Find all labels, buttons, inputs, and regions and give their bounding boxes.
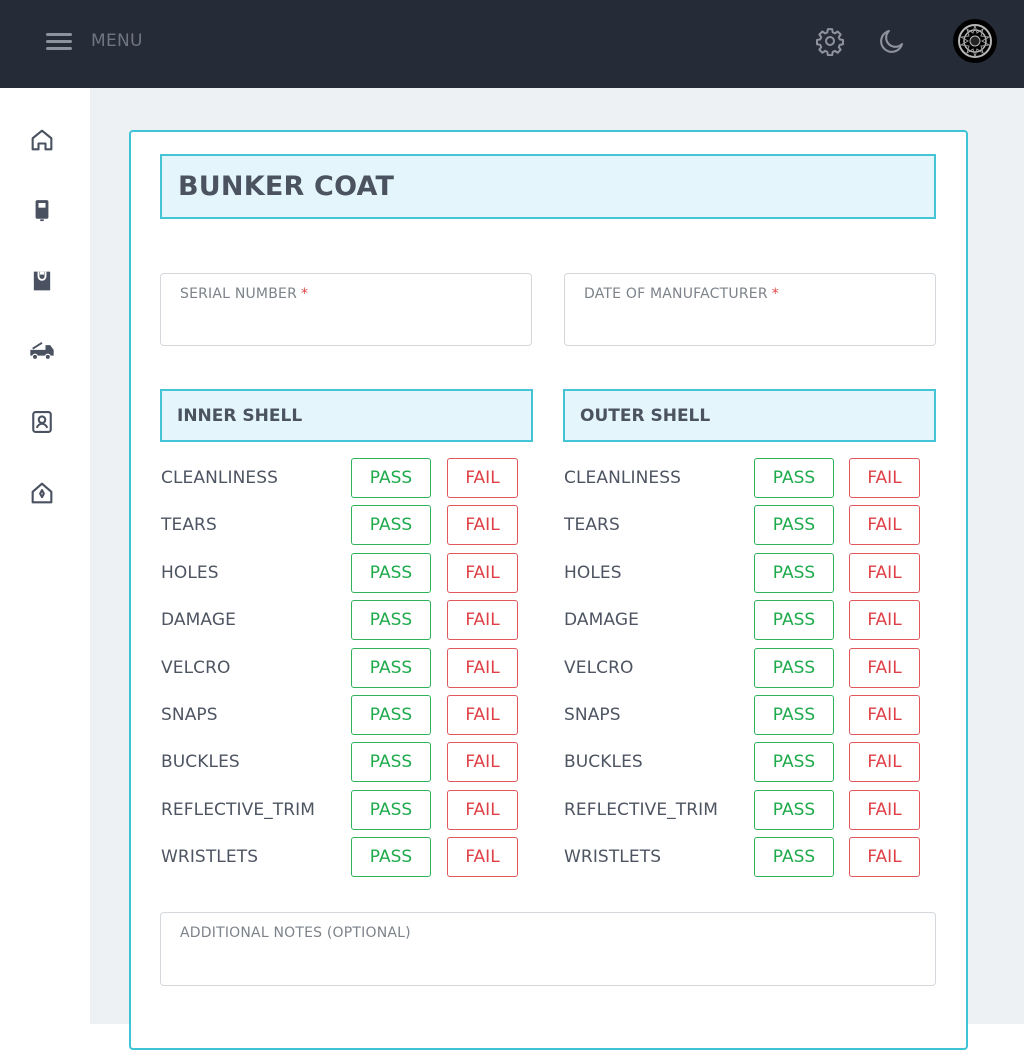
outer-pass-button[interactable]: PASS [754,742,834,782]
inner-shell-header: INNER SHELL [160,389,533,442]
inner-pass-button[interactable]: PASS [351,600,431,640]
additional-notes-field[interactable]: ADDITIONAL NOTES (OPTIONAL) [160,912,936,986]
inner-shell-title: INNER SHELL [177,405,303,426]
inner-fail-button[interactable]: FAIL [447,742,518,782]
outer-row-label: BUCKLES [564,752,643,772]
inner-pass-button[interactable]: PASS [351,648,431,688]
outer-row-label: TEARS [564,515,620,535]
inner-row-label: SNAPS [161,705,218,725]
inner-fail-button[interactable]: FAIL [447,648,518,688]
date-of-manufacturer-label: DATE OF MANUFACTURER * [584,286,779,302]
inner-fail-button[interactable]: FAIL [447,600,518,640]
menu-label: MENU [91,31,143,51]
serial-number-field[interactable]: SERIAL NUMBER * [160,273,532,346]
outer-row-label: REFLECTIVE_TRIM [564,800,719,820]
inner-row-label: HOLES [161,563,219,583]
inner-fail-button[interactable]: FAIL [447,553,518,593]
gear-icon[interactable] [815,26,845,57]
outer-fail-button[interactable]: FAIL [849,553,920,593]
outer-row-label: CLEANLINESS [564,468,682,488]
inner-fail-button[interactable]: FAIL [447,790,518,830]
outer-pass-button[interactable]: PASS [754,600,834,640]
inner-fail-button[interactable]: FAIL [447,695,518,735]
outer-row-label: SNAPS [564,705,621,725]
inner-pass-button[interactable]: PASS [351,742,431,782]
inner-pass-button[interactable]: PASS [351,553,431,593]
outer-fail-button[interactable]: FAIL [849,600,920,640]
outer-row-label: HOLES [564,563,622,583]
menu-button[interactable]: MENU [46,26,143,56]
moon-icon[interactable] [877,26,907,56]
inner-pass-button[interactable]: PASS [351,790,431,830]
outer-pass-button[interactable]: PASS [754,458,834,498]
station-icon[interactable] [28,479,56,507]
outer-row-label: VELCRO [564,658,634,678]
date-of-manufacturer-field[interactable]: DATE OF MANUFACTURER * [564,273,936,346]
outer-pass-button[interactable]: PASS [754,837,834,877]
outer-pass-button[interactable]: PASS [754,790,834,830]
top-bar: MENU [0,0,1024,88]
outer-fail-button[interactable]: FAIL [849,458,920,498]
outer-pass-button[interactable]: PASS [754,553,834,593]
sidebar [0,88,90,1024]
fire-truck-icon[interactable] [28,337,56,365]
outer-shell-header: OUTER SHELL [563,389,936,442]
outer-fail-button[interactable]: FAIL [849,695,920,735]
home-icon[interactable] [28,126,56,154]
outer-shell-title: OUTER SHELL [580,405,711,426]
outer-pass-button[interactable]: PASS [754,505,834,545]
outer-fail-button[interactable]: FAIL [849,648,920,688]
avatar[interactable] [953,19,997,63]
badge-icon[interactable] [28,408,56,436]
bag-icon[interactable] [28,267,56,295]
inner-row-label: WRISTLETS [161,847,259,867]
inner-pass-button[interactable]: PASS [351,505,431,545]
outer-fail-button[interactable]: FAIL [849,742,920,782]
inner-fail-button[interactable]: FAIL [447,837,518,877]
outer-pass-button[interactable]: PASS [754,695,834,735]
inner-row-label: BUCKLES [161,752,240,772]
serial-number-label: SERIAL NUMBER * [180,286,309,302]
outer-fail-button[interactable]: FAIL [849,837,920,877]
form-title: BUNKER COAT [178,171,395,202]
inner-row-label: VELCRO [161,658,231,678]
additional-notes-label: ADDITIONAL NOTES (OPTIONAL) [180,925,411,941]
outer-row-label: WRISTLETS [564,847,662,867]
outer-fail-button[interactable]: FAIL [849,505,920,545]
inner-fail-button[interactable]: FAIL [447,458,518,498]
hamburger-icon [46,31,72,51]
inner-row-label: CLEANLINESS [161,468,279,488]
outer-fail-button[interactable]: FAIL [849,790,920,830]
inner-row-label: DAMAGE [161,610,236,630]
inner-fail-button[interactable]: FAIL [447,505,518,545]
outer-row-label: DAMAGE [564,610,639,630]
inner-pass-button[interactable]: PASS [351,458,431,498]
outer-pass-button[interactable]: PASS [754,648,834,688]
inner-row-label: REFLECTIVE_TRIM [161,800,316,820]
inner-pass-button[interactable]: PASS [351,837,431,877]
inner-pass-button[interactable]: PASS [351,695,431,735]
locker-icon[interactable] [28,196,56,224]
form-title-bar: BUNKER COAT [160,154,936,219]
inner-row-label: TEARS [161,515,217,535]
